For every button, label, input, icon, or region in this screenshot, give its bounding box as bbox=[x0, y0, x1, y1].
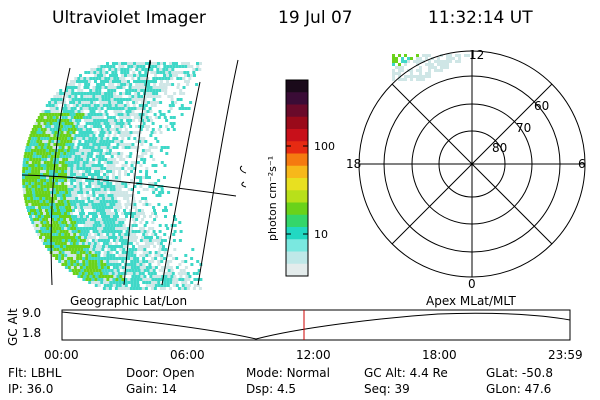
colorbar-cell bbox=[286, 239, 308, 252]
time-tick-0600: 06:00 bbox=[170, 348, 205, 362]
coastline-fragment bbox=[148, 59, 152, 69]
lat-label-60: 60 bbox=[534, 99, 549, 113]
info-flt: Flt: LBHL bbox=[8, 366, 62, 380]
colorbar-cell bbox=[286, 263, 308, 277]
longitude-line bbox=[161, 81, 201, 286]
coastline-fragment bbox=[239, 165, 247, 174]
colorbar-cell bbox=[286, 178, 308, 191]
longitude-line bbox=[197, 59, 239, 286]
altitude-axis-label: GC Alt bbox=[6, 308, 20, 346]
lat-label-70: 70 bbox=[516, 121, 531, 135]
colorbar-cell bbox=[286, 202, 308, 216]
altitude-timeline bbox=[61, 309, 571, 341]
info-dsp: Dsp: 4.5 bbox=[246, 382, 297, 396]
app-title: Ultraviolet Imager bbox=[52, 8, 206, 28]
info-glat: GLat: -50.8 bbox=[486, 366, 553, 380]
colorbar-cell bbox=[286, 190, 308, 203]
altitude-tick-9: 9.0 bbox=[22, 306, 42, 320]
colorbar-cell bbox=[286, 104, 308, 118]
header-time: 11:32:14 UT bbox=[428, 8, 533, 28]
altitude-curve bbox=[61, 311, 571, 340]
colorbar-cell bbox=[286, 214, 308, 228]
altitude-tick-1-8: 1.8 bbox=[22, 326, 42, 340]
colorbar-cell bbox=[286, 227, 308, 240]
info-glon: GLon: 47.6 bbox=[486, 382, 552, 396]
mlt-label-0: 0 bbox=[468, 277, 476, 291]
longitude-line bbox=[123, 59, 151, 286]
color-scale-bar: photon cm⁻²s⁻¹ bbox=[266, 79, 309, 277]
colorbar-cell bbox=[286, 129, 308, 142]
info-ip: IP: 36.0 bbox=[8, 382, 54, 396]
colorbar-cell bbox=[286, 153, 308, 167]
colorbar-cell bbox=[286, 251, 308, 265]
time-tick-1800: 18:00 bbox=[422, 348, 457, 362]
colorbar-tick-10: 10 bbox=[314, 228, 328, 241]
info-seq: Seq: 39 bbox=[364, 382, 410, 396]
info-gain: Gain: 14 bbox=[126, 382, 177, 396]
header-date: 19 Jul 07 bbox=[278, 8, 353, 28]
info-gc-alt: GC Alt: 4.4 Re bbox=[364, 366, 448, 380]
colorbar-cell bbox=[286, 92, 308, 105]
mlt-label-12: 12 bbox=[469, 48, 484, 62]
colorbar-tick-100: 100 bbox=[314, 140, 335, 153]
panel-title-right: Apex MLat/MLT bbox=[426, 294, 516, 308]
colorbar-unit-label: photon cm⁻²s⁻¹ bbox=[266, 156, 279, 241]
longitude-line bbox=[50, 67, 71, 286]
time-tick-1200: 12:00 bbox=[296, 348, 331, 362]
info-mode: Mode: Normal bbox=[246, 366, 330, 380]
info-door: Door: Open bbox=[126, 366, 195, 380]
time-tick-2359: 23:59 bbox=[548, 348, 583, 362]
aurora-image bbox=[21, 59, 247, 290]
colorbar-cell bbox=[286, 116, 308, 130]
colorbar-cell bbox=[286, 80, 308, 93]
polar-mlt-plot: 12 18 6 0 60 70 80 bbox=[346, 48, 586, 291]
colorbar-cell bbox=[286, 165, 308, 179]
latitude-line bbox=[21, 174, 237, 197]
mlt-label-6: 6 bbox=[578, 157, 586, 171]
lat-label-80: 80 bbox=[492, 141, 507, 155]
coastline-fragment bbox=[241, 181, 247, 188]
mlt-label-18: 18 bbox=[346, 157, 361, 171]
panel-title-left: Geographic Lat/Lon bbox=[70, 294, 188, 308]
aurora-emission bbox=[22, 62, 203, 290]
colorbar-cell bbox=[286, 141, 308, 154]
time-tick-0000: 00:00 bbox=[44, 348, 79, 362]
